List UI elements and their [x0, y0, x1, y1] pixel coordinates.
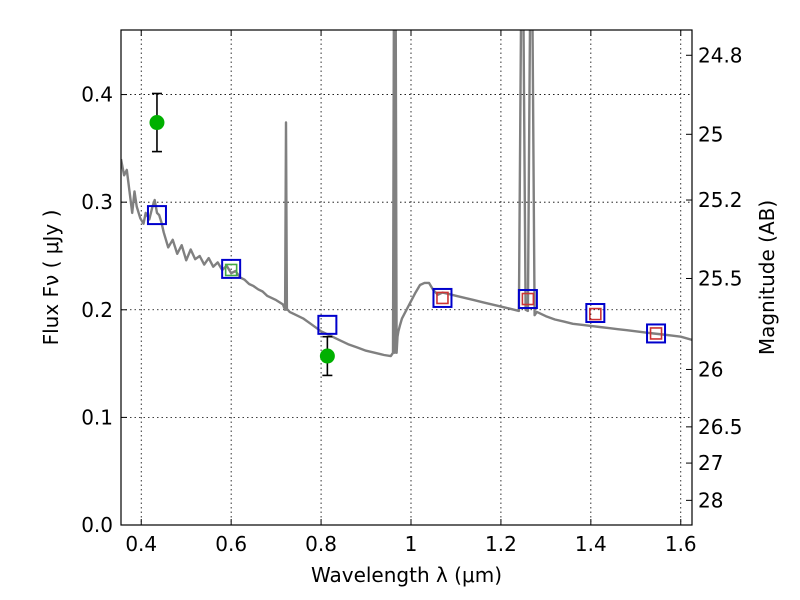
model-square	[585, 303, 606, 324]
mag-tick-label: 24.8	[698, 43, 743, 67]
spectrum-line	[121, 30, 692, 358]
y-tick-label: 0.4	[81, 83, 113, 107]
mag-tick-label: 26.5	[698, 415, 743, 439]
x-tick-label: 1.2	[485, 532, 517, 556]
model-square	[317, 314, 338, 335]
plot-frame	[120, 29, 693, 526]
x-tick-label: 1.6	[665, 532, 697, 556]
axis-ticks: 0.4 0.6 0.8 1 1.2 1.4 1.6 0.0 0.1 0.2 0.3 0.4 24.8 25…	[81, 30, 743, 556]
y-tick-label: 0.0	[81, 513, 113, 537]
plot-area	[121, 30, 692, 377]
y-tick-label: 0.3	[81, 190, 113, 214]
mag-tick-label: 26	[698, 357, 723, 381]
mag-tick-label: 27	[698, 451, 723, 475]
model-square	[517, 289, 538, 310]
y-tick-label: 0.2	[81, 298, 113, 322]
x-tick-label: 1	[405, 532, 418, 556]
observed-point	[149, 115, 165, 131]
mag-tick-label: 25	[698, 122, 723, 146]
y-axis-label-right: Magnitude (AB)	[755, 200, 779, 355]
mag-tick-label: 25.5	[698, 266, 743, 290]
model-square	[646, 323, 667, 344]
grid	[121, 30, 692, 526]
observed-point	[319, 348, 335, 364]
x-tick-label: 1.4	[575, 532, 607, 556]
y-axis-label-left: Flux Fν ( μJy )	[39, 210, 63, 346]
x-axis-label: Wavelength λ (μm)	[311, 563, 502, 587]
model-square	[589, 307, 602, 321]
x-tick-label: 0.6	[215, 532, 247, 556]
model-square	[436, 291, 449, 305]
model-square	[432, 287, 453, 308]
model-square	[521, 292, 535, 306]
model-square	[221, 258, 242, 279]
mag-tick-label: 28	[698, 488, 723, 512]
model-square	[649, 327, 663, 340]
x-tick-label: 0.4	[125, 532, 157, 556]
model-square	[224, 263, 238, 277]
x-tick-label: 0.8	[305, 532, 337, 556]
mag-tick-label: 25.2	[698, 188, 743, 212]
model-square	[146, 205, 167, 226]
y-tick-label: 0.1	[81, 405, 113, 429]
